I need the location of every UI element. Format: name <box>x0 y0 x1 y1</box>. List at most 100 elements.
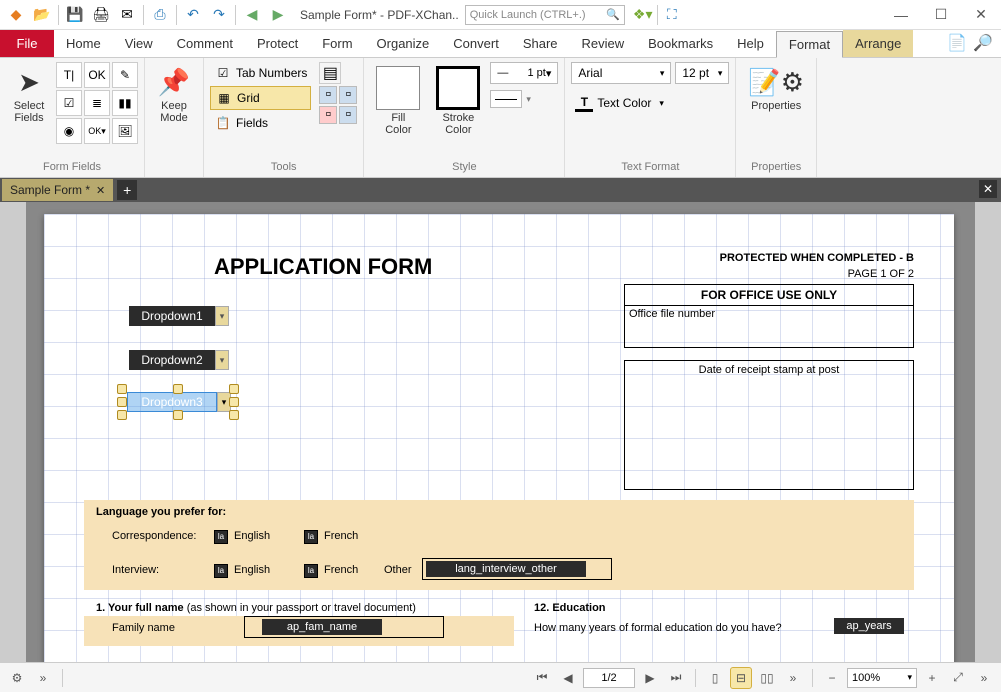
handle-ne[interactable] <box>229 384 239 394</box>
fill-color-button[interactable]: Fill Color <box>370 62 426 140</box>
handle-sw[interactable] <box>117 410 127 420</box>
reset-form-icon[interactable]: ▫ <box>319 86 337 104</box>
text-field-icon[interactable]: T| <box>56 62 82 88</box>
canvas[interactable]: APPLICATION FORM PROTECTED WHEN COMPLETE… <box>26 202 975 662</box>
zoom-in-button[interactable]: + <box>921 667 943 689</box>
tab-numbers-toggle[interactable]: ☑ Tab Numbers <box>210 62 311 84</box>
calc-order-icon[interactable]: ▫ <box>319 106 337 124</box>
last-page-button[interactable]: ⏭ <box>665 667 687 689</box>
dropdown3-selection[interactable]: Dropdown3 <box>127 392 217 412</box>
menu-bookmarks[interactable]: Bookmarks <box>636 30 725 57</box>
scan-icon[interactable]: ⎙ <box>148 3 172 27</box>
nav-fwd-icon[interactable]: ▶ <box>266 3 290 27</box>
handle-s[interactable] <box>173 410 183 420</box>
menu-view[interactable]: View <box>113 30 165 57</box>
minimize-button[interactable]: — <box>881 0 921 30</box>
dropdown2-field[interactable]: Dropdown2 ▾ <box>129 350 215 370</box>
handle-n[interactable] <box>173 384 183 394</box>
file-menu[interactable]: File <box>0 30 54 57</box>
menu-protect[interactable]: Protect <box>245 30 310 57</box>
tabstrip-close-button[interactable]: ✕ <box>979 180 997 198</box>
fullscreen-icon[interactable]: ⛶ <box>660 3 684 27</box>
page-number-input[interactable] <box>583 668 635 688</box>
menu-form[interactable]: Form <box>310 30 364 57</box>
zoom-out-button[interactable]: − <box>821 667 843 689</box>
redo-icon[interactable]: ↷ <box>207 3 231 27</box>
corr-english-check[interactable]: la <box>214 528 228 546</box>
expand-views-icon[interactable]: » <box>782 667 804 689</box>
int-english-check[interactable]: la <box>214 562 228 580</box>
expand-left-icon[interactable]: » <box>32 667 54 689</box>
tab-close-icon[interactable]: ✕ <box>96 184 105 197</box>
menu-share[interactable]: Share <box>511 30 570 57</box>
open-icon[interactable]: 📂 <box>30 3 54 27</box>
continuous-page-icon[interactable]: ⊟ <box>730 667 752 689</box>
save-icon[interactable]: 💾 <box>63 3 87 27</box>
barcode-field-icon[interactable]: ▮▮ <box>112 90 138 116</box>
first-page-button[interactable]: ⏮ <box>531 667 553 689</box>
ui-options-icon[interactable]: ❖▾ <box>631 3 655 27</box>
highlight-fields-icon[interactable]: ▤ <box>319 62 341 84</box>
quick-launch-input[interactable]: Quick Launch (CTRL+.) 🔍 <box>465 5 625 25</box>
handle-e[interactable] <box>229 397 239 407</box>
document-tab[interactable]: Sample Form * ✕ <box>2 179 113 201</box>
image-field-icon[interactable]: 🖼 <box>112 118 138 144</box>
select-fields-button[interactable]: ➤ Select Fields <box>6 62 52 128</box>
menu-organize[interactable]: Organize <box>365 30 442 57</box>
font-family-select[interactable]: Arial▾ <box>571 62 671 84</box>
listbox-field-icon[interactable]: ≣ <box>84 90 110 116</box>
combo-field-icon[interactable]: OK▾ <box>84 118 110 144</box>
stroke-color-button[interactable]: Stroke Color <box>430 62 486 140</box>
calc-order2-icon[interactable]: ▫ <box>339 106 357 124</box>
menu-convert[interactable]: Convert <box>441 30 511 57</box>
years-field[interactable]: ap_years <box>834 618 904 634</box>
two-page-icon[interactable]: ▯▯ <box>756 667 778 689</box>
dropdown1-arrow-icon[interactable]: ▾ <box>215 306 229 326</box>
text-color-button[interactable]: T Text Color ▾ <box>571 92 729 114</box>
font-size-select[interactable]: 12 pt▾ <box>675 62 729 84</box>
family-name-field[interactable]: ap_fam_name <box>262 619 382 635</box>
close-button[interactable]: ✕ <box>961 0 1001 30</box>
lang-other-field[interactable]: lang_interview_other <box>426 561 586 577</box>
corr-french-check[interactable]: la <box>304 528 318 546</box>
app-icon[interactable]: ◆ <box>4 3 28 27</box>
int-french-check[interactable]: la <box>304 562 318 580</box>
undo-icon[interactable]: ↶ <box>181 3 205 27</box>
maximize-button[interactable]: ☐ <box>921 0 961 30</box>
handle-se[interactable] <box>229 410 239 420</box>
grid-toggle[interactable]: ▦ Grid <box>210 86 311 110</box>
signature-field-icon[interactable]: ✎ <box>112 62 138 88</box>
next-page-button[interactable]: ▶ <box>639 667 661 689</box>
fields-panel-button[interactable]: 📋 Fields <box>210 112 311 134</box>
prev-page-button[interactable]: ◀ <box>557 667 579 689</box>
menu-arrange[interactable]: Arrange <box>843 30 913 57</box>
menu-comment[interactable]: Comment <box>165 30 245 57</box>
checkbox-field-icon[interactable]: ☑ <box>56 90 82 116</box>
doc-icon[interactable]: 📄 <box>947 33 969 55</box>
print-icon[interactable]: 🖨 <box>89 3 113 27</box>
properties-button[interactable]: 📝⚙ Properties <box>742 62 810 116</box>
menu-help[interactable]: Help <box>725 30 776 57</box>
dash-style-select[interactable] <box>490 90 522 108</box>
menu-home[interactable]: Home <box>54 30 113 57</box>
menu-review[interactable]: Review <box>570 30 637 57</box>
line-weight-select[interactable]: — 1 pt ▾ <box>490 62 558 84</box>
new-tab-button[interactable]: + <box>117 180 137 200</box>
mail-icon[interactable]: ✉ <box>115 3 139 27</box>
nav-back-icon[interactable]: ◀ <box>240 3 264 27</box>
keep-mode-button[interactable]: 📌 Keep Mode <box>151 62 197 128</box>
single-page-icon[interactable]: ▯ <box>704 667 726 689</box>
button-field-icon[interactable]: OK <box>84 62 110 88</box>
fit-page-icon[interactable]: ⤢ <box>947 667 969 689</box>
options-icon[interactable]: ⚙ <box>6 667 28 689</box>
reset-form2-icon[interactable]: ▫ <box>339 86 357 104</box>
handle-w[interactable] <box>117 397 127 407</box>
radio-field-icon[interactable]: ◉ <box>56 118 82 144</box>
handle-nw[interactable] <box>117 384 127 394</box>
zoom-select[interactable]: 100%▾ <box>847 668 917 688</box>
dropdown1-field[interactable]: Dropdown1 ▾ <box>129 306 215 326</box>
find-icon[interactable]: 🔎 <box>973 33 995 55</box>
dropdown2-arrow-icon[interactable]: ▾ <box>215 350 229 370</box>
expand-right-icon[interactable]: » <box>973 667 995 689</box>
menu-format[interactable]: Format <box>776 31 843 58</box>
